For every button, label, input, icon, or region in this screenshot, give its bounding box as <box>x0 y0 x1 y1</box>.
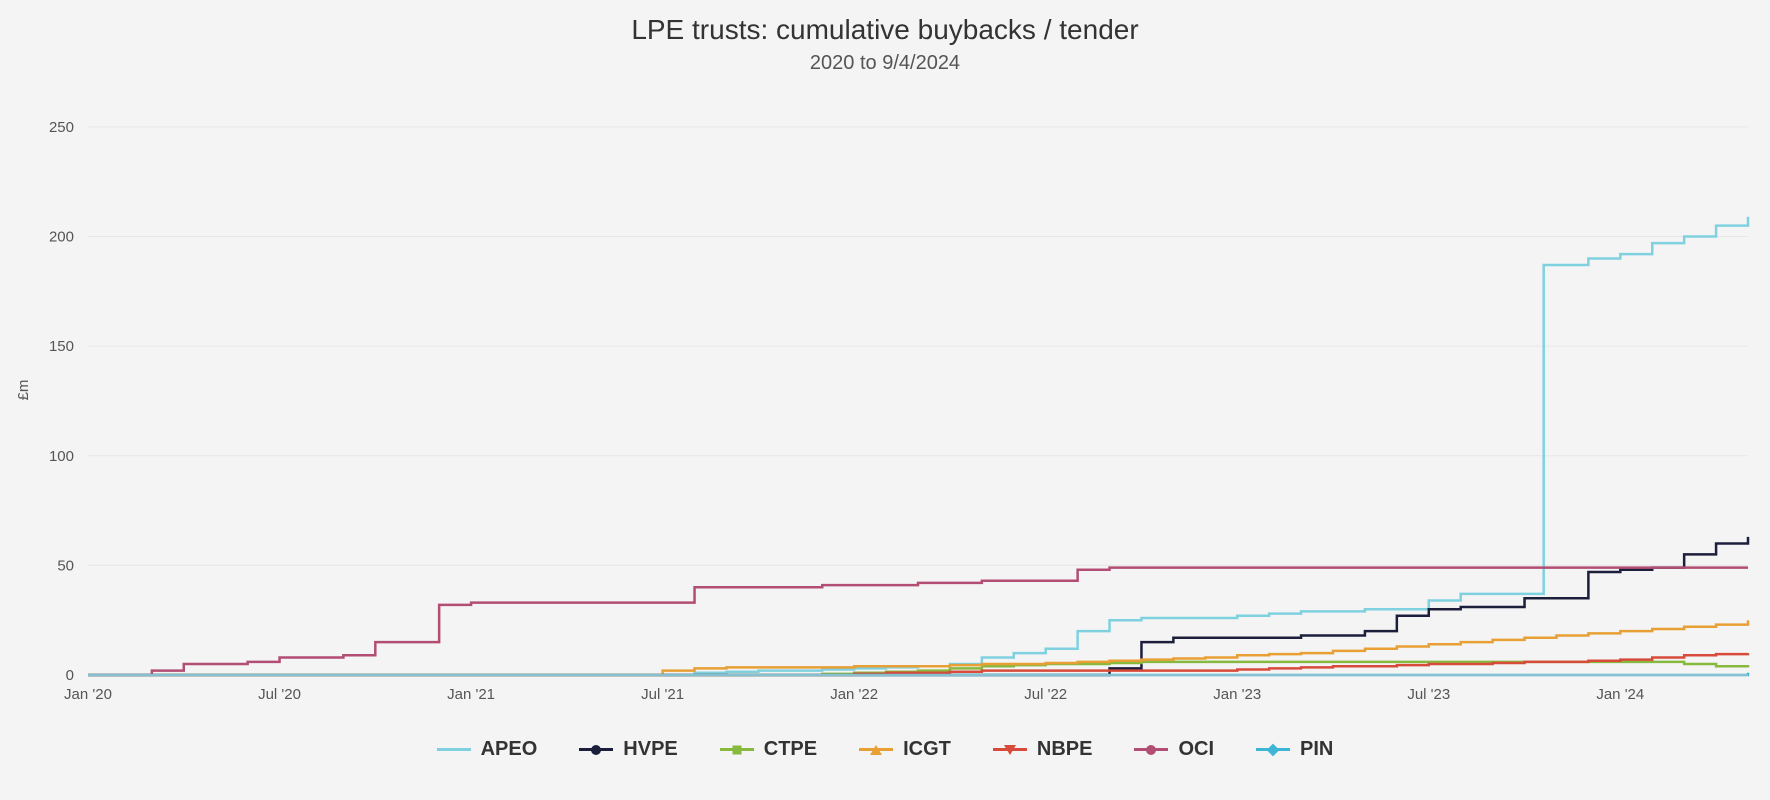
y-tick-label: 100 <box>49 448 74 465</box>
legend-item-hvpe[interactable]: HVPE <box>579 738 677 761</box>
tri-up-icon <box>870 745 882 755</box>
x-axis: Jan '20 Jul '20 Jan '21 Jul '21 Jan '22 Jul '… <box>64 686 1644 703</box>
legend-swatch <box>579 748 613 751</box>
y-tick-label: 250 <box>49 119 74 136</box>
legend-swatch <box>993 748 1027 751</box>
legend-label: HVPE <box>623 738 677 761</box>
legend-swatch <box>1134 748 1168 751</box>
legend-swatch <box>437 748 471 751</box>
x-tick-label: Jan '23 <box>1213 686 1261 703</box>
circle-icon <box>1146 745 1156 755</box>
y-tick-label: 150 <box>49 338 74 355</box>
series-oci <box>88 568 1748 675</box>
legend-swatch <box>720 748 754 751</box>
y-tick-label: 50 <box>57 557 74 574</box>
y-tick-label: 0 <box>66 667 74 684</box>
series-icgt <box>88 620 1748 675</box>
circle-icon <box>591 745 601 755</box>
diamond-icon <box>1267 743 1280 756</box>
legend-item-pin[interactable]: PIN <box>1256 738 1333 761</box>
legend-item-apeo[interactable]: APEO <box>437 738 538 761</box>
legend: APEO HVPE CTPE ICGT NBPE OCI PIN <box>0 738 1770 761</box>
legend-label: OCI <box>1178 738 1214 761</box>
legend-swatch <box>859 748 893 751</box>
square-icon <box>732 745 741 754</box>
legend-label: ICGT <box>903 738 951 761</box>
legend-swatch <box>1256 748 1290 751</box>
legend-label: NBPE <box>1037 738 1093 761</box>
x-tick-label: Jan '22 <box>830 686 878 703</box>
tri-down-icon <box>1004 745 1016 755</box>
x-tick-label: Jul '23 <box>1407 686 1450 703</box>
x-tick-label: Jan '20 <box>64 686 112 703</box>
x-tick-label: Jul '22 <box>1024 686 1067 703</box>
chart-plot: 0 50 100 150 200 250 Jan '20 Jul '20 Jan '21 Jul… <box>0 0 1770 715</box>
legend-label: APEO <box>481 738 538 761</box>
x-tick-label: Jan '21 <box>447 686 495 703</box>
legend-item-oci[interactable]: OCI <box>1134 738 1214 761</box>
series-hvpe <box>88 537 1748 675</box>
legend-label: CTPE <box>764 738 817 761</box>
legend-item-nbpe[interactable]: NBPE <box>993 738 1093 761</box>
x-tick-label: Jul '21 <box>641 686 684 703</box>
legend-item-icgt[interactable]: ICGT <box>859 738 951 761</box>
series-group <box>88 217 1748 675</box>
x-tick-label: Jul '20 <box>258 686 301 703</box>
legend-label: PIN <box>1300 738 1333 761</box>
y-axis-title: £m <box>15 380 32 401</box>
y-axis: 0 50 100 150 200 250 <box>49 119 74 684</box>
x-tick-label: Jan '24 <box>1596 686 1644 703</box>
legend-item-ctpe[interactable]: CTPE <box>720 738 817 761</box>
y-tick-label: 200 <box>49 229 74 246</box>
chart-container: LPE trusts: cumulative buybacks / tender… <box>0 0 1770 800</box>
